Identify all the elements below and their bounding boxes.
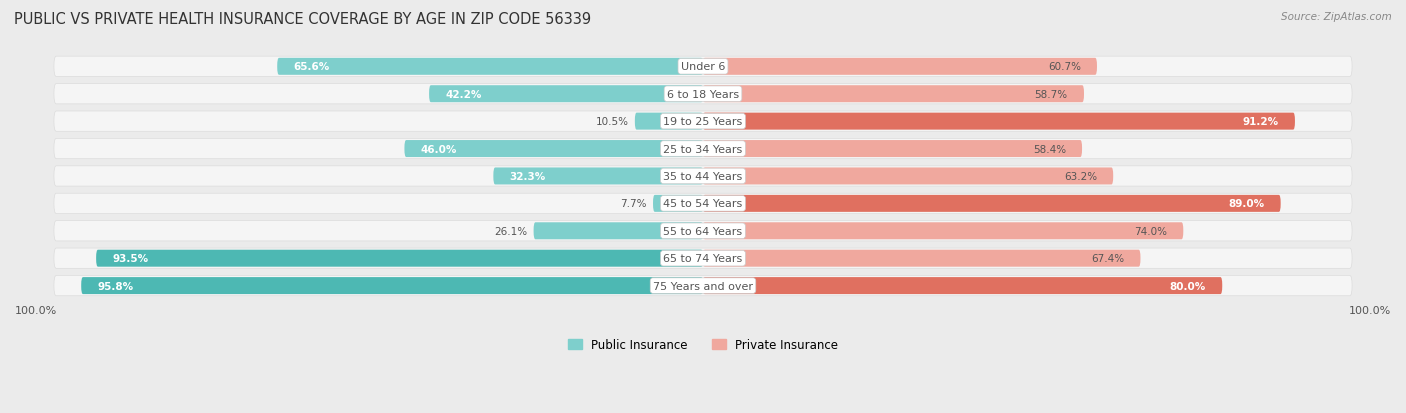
FancyBboxPatch shape xyxy=(636,113,703,131)
FancyBboxPatch shape xyxy=(53,112,1353,132)
Text: 42.2%: 42.2% xyxy=(446,90,482,100)
FancyBboxPatch shape xyxy=(534,223,703,240)
Text: 63.2%: 63.2% xyxy=(1064,171,1097,182)
FancyBboxPatch shape xyxy=(703,250,1140,267)
Text: 25 to 34 Years: 25 to 34 Years xyxy=(664,144,742,154)
Text: 74.0%: 74.0% xyxy=(1135,226,1167,236)
FancyBboxPatch shape xyxy=(703,168,1114,185)
FancyBboxPatch shape xyxy=(703,195,1281,212)
Text: 58.7%: 58.7% xyxy=(1035,90,1067,100)
FancyBboxPatch shape xyxy=(703,59,1097,76)
Text: 35 to 44 Years: 35 to 44 Years xyxy=(664,171,742,182)
Text: 65.6%: 65.6% xyxy=(294,62,329,72)
FancyBboxPatch shape xyxy=(494,168,703,185)
FancyBboxPatch shape xyxy=(429,86,703,103)
Text: 32.3%: 32.3% xyxy=(509,171,546,182)
FancyBboxPatch shape xyxy=(96,250,703,267)
FancyBboxPatch shape xyxy=(277,59,703,76)
FancyBboxPatch shape xyxy=(53,221,1353,241)
FancyBboxPatch shape xyxy=(53,249,1353,269)
FancyBboxPatch shape xyxy=(703,141,1083,158)
FancyBboxPatch shape xyxy=(53,276,1353,296)
Text: 75 Years and over: 75 Years and over xyxy=(652,281,754,291)
Text: 93.5%: 93.5% xyxy=(112,254,149,263)
Text: 19 to 25 Years: 19 to 25 Years xyxy=(664,117,742,127)
Text: 89.0%: 89.0% xyxy=(1229,199,1264,209)
Text: 65 to 74 Years: 65 to 74 Years xyxy=(664,254,742,263)
FancyBboxPatch shape xyxy=(53,84,1353,104)
FancyBboxPatch shape xyxy=(53,194,1353,214)
Text: 100.0%: 100.0% xyxy=(1348,306,1391,316)
FancyBboxPatch shape xyxy=(703,223,1184,240)
FancyBboxPatch shape xyxy=(53,166,1353,187)
Text: 10.5%: 10.5% xyxy=(595,117,628,127)
Text: 95.8%: 95.8% xyxy=(97,281,134,291)
FancyBboxPatch shape xyxy=(703,86,1084,103)
Text: 91.2%: 91.2% xyxy=(1243,117,1278,127)
Text: 45 to 54 Years: 45 to 54 Years xyxy=(664,199,742,209)
Legend: Public Insurance, Private Insurance: Public Insurance, Private Insurance xyxy=(564,333,842,356)
Text: 58.4%: 58.4% xyxy=(1032,144,1066,154)
Text: Source: ZipAtlas.com: Source: ZipAtlas.com xyxy=(1281,12,1392,22)
Text: 60.7%: 60.7% xyxy=(1047,62,1081,72)
FancyBboxPatch shape xyxy=(703,278,1222,294)
FancyBboxPatch shape xyxy=(82,278,703,294)
FancyBboxPatch shape xyxy=(53,139,1353,159)
Text: 100.0%: 100.0% xyxy=(15,306,58,316)
Text: 26.1%: 26.1% xyxy=(494,226,527,236)
Text: 55 to 64 Years: 55 to 64 Years xyxy=(664,226,742,236)
FancyBboxPatch shape xyxy=(405,141,703,158)
Text: 80.0%: 80.0% xyxy=(1170,281,1206,291)
Text: 67.4%: 67.4% xyxy=(1091,254,1125,263)
FancyBboxPatch shape xyxy=(652,195,703,212)
Text: Under 6: Under 6 xyxy=(681,62,725,72)
FancyBboxPatch shape xyxy=(703,113,1295,131)
Text: 6 to 18 Years: 6 to 18 Years xyxy=(666,90,740,100)
Text: 7.7%: 7.7% xyxy=(620,199,647,209)
FancyBboxPatch shape xyxy=(53,57,1353,77)
Text: 46.0%: 46.0% xyxy=(420,144,457,154)
Text: PUBLIC VS PRIVATE HEALTH INSURANCE COVERAGE BY AGE IN ZIP CODE 56339: PUBLIC VS PRIVATE HEALTH INSURANCE COVER… xyxy=(14,12,591,27)
